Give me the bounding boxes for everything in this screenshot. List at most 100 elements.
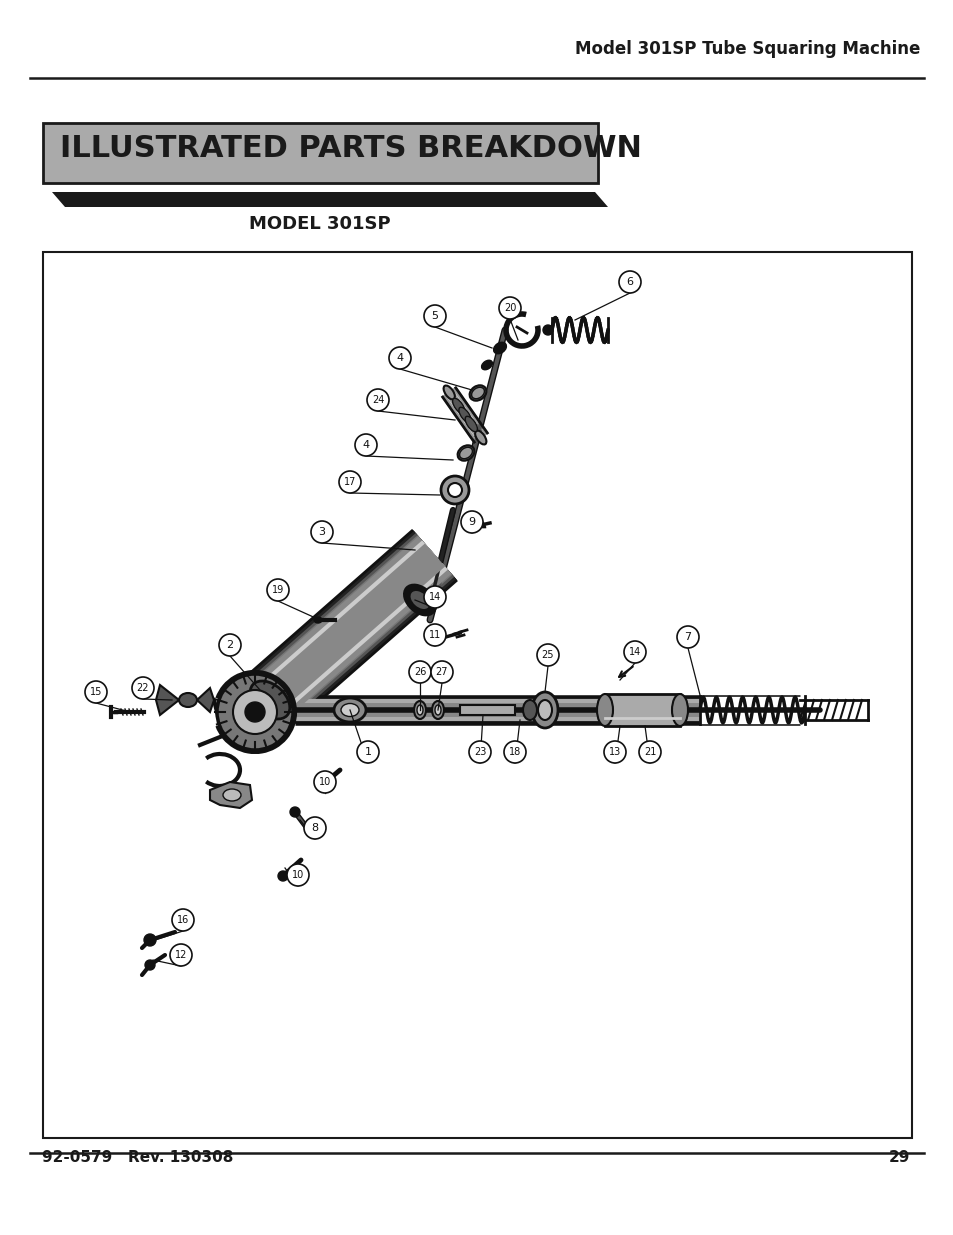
Ellipse shape (414, 701, 426, 719)
Text: 19: 19 (272, 585, 284, 595)
Text: 15: 15 (90, 687, 102, 697)
Ellipse shape (481, 361, 492, 369)
Ellipse shape (458, 408, 471, 422)
Text: 25: 25 (541, 650, 554, 659)
Circle shape (448, 483, 461, 496)
Text: 11: 11 (429, 630, 440, 640)
Circle shape (623, 641, 645, 663)
Circle shape (423, 305, 446, 327)
Circle shape (287, 864, 309, 885)
Text: 6: 6 (626, 277, 633, 287)
Text: 5: 5 (431, 311, 438, 321)
Ellipse shape (340, 704, 358, 716)
Circle shape (219, 634, 241, 656)
Ellipse shape (435, 705, 440, 715)
Text: MODEL 301SP: MODEL 301SP (249, 215, 391, 233)
Circle shape (367, 389, 389, 411)
Ellipse shape (452, 398, 464, 414)
Circle shape (603, 741, 625, 763)
Text: 29: 29 (887, 1150, 909, 1165)
Ellipse shape (522, 700, 537, 720)
Circle shape (290, 806, 299, 818)
Circle shape (311, 521, 333, 543)
Bar (459, 705, 515, 715)
Ellipse shape (416, 705, 422, 715)
Circle shape (277, 871, 288, 881)
Circle shape (170, 944, 192, 966)
Text: 21: 21 (643, 747, 656, 757)
Text: 10: 10 (318, 777, 331, 787)
Text: 22: 22 (136, 683, 149, 693)
Circle shape (85, 680, 107, 703)
Ellipse shape (410, 592, 429, 609)
Polygon shape (210, 782, 252, 808)
Text: 3: 3 (318, 527, 325, 537)
Circle shape (314, 771, 335, 793)
Circle shape (304, 818, 326, 839)
Circle shape (469, 741, 491, 763)
Circle shape (355, 433, 376, 456)
Ellipse shape (314, 618, 322, 622)
Text: 1: 1 (364, 747, 371, 757)
Ellipse shape (457, 446, 474, 461)
Circle shape (440, 475, 469, 504)
Ellipse shape (465, 416, 476, 432)
Text: 10: 10 (292, 869, 304, 881)
Circle shape (356, 741, 378, 763)
Circle shape (172, 909, 193, 931)
Text: 2: 2 (226, 640, 233, 650)
Text: 27: 27 (436, 667, 448, 677)
Text: 23: 23 (474, 747, 486, 757)
Circle shape (639, 741, 660, 763)
Ellipse shape (443, 385, 455, 399)
Polygon shape (196, 688, 213, 713)
Circle shape (431, 661, 453, 683)
Circle shape (618, 270, 640, 293)
Circle shape (460, 511, 482, 534)
Text: 26: 26 (414, 667, 426, 677)
Circle shape (542, 325, 553, 335)
Text: 24: 24 (372, 395, 384, 405)
Circle shape (677, 626, 699, 648)
Bar (604, 694, 679, 726)
Text: 20: 20 (503, 303, 516, 312)
Text: 8: 8 (311, 823, 318, 832)
Ellipse shape (532, 692, 558, 727)
Circle shape (216, 674, 293, 750)
Ellipse shape (597, 694, 613, 726)
Ellipse shape (250, 680, 290, 719)
Circle shape (503, 741, 525, 763)
Ellipse shape (179, 693, 196, 706)
Circle shape (338, 471, 360, 493)
Ellipse shape (471, 388, 484, 399)
Ellipse shape (475, 431, 486, 445)
Text: 17: 17 (343, 477, 355, 487)
Circle shape (132, 677, 153, 699)
Polygon shape (52, 191, 607, 207)
Text: 12: 12 (174, 950, 187, 960)
Ellipse shape (671, 694, 687, 726)
Ellipse shape (493, 342, 506, 353)
Text: 13: 13 (608, 747, 620, 757)
Text: 16: 16 (176, 915, 189, 925)
Circle shape (245, 701, 265, 722)
Circle shape (145, 960, 154, 969)
Ellipse shape (223, 789, 241, 802)
Circle shape (144, 934, 156, 946)
Circle shape (389, 347, 411, 369)
Circle shape (233, 690, 276, 734)
Text: 18: 18 (508, 747, 520, 757)
Text: 14: 14 (429, 592, 440, 601)
Ellipse shape (334, 698, 366, 722)
Text: 14: 14 (628, 647, 640, 657)
Text: Model 301SP Tube Squaring Machine: Model 301SP Tube Squaring Machine (574, 40, 919, 58)
Bar (43, 124, 598, 183)
Circle shape (537, 643, 558, 666)
Circle shape (409, 661, 431, 683)
Text: 9: 9 (468, 517, 475, 527)
Text: ILLUSTRATED PARTS BREAKDOWN: ILLUSTRATED PARTS BREAKDOWN (60, 135, 641, 163)
Ellipse shape (537, 700, 552, 720)
Text: 4: 4 (362, 440, 369, 450)
Text: 7: 7 (683, 632, 691, 642)
Ellipse shape (432, 701, 443, 719)
